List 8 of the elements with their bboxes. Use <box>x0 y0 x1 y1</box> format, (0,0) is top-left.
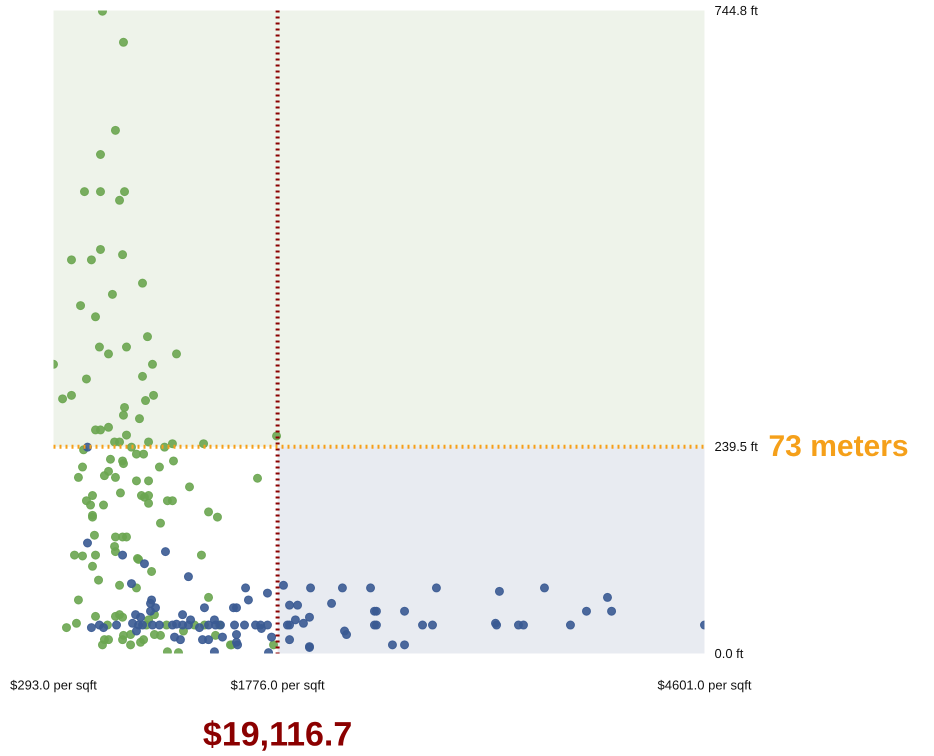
y-tick-label: 744.8 ft <box>714 3 758 18</box>
y-tick-label: 0.0 ft <box>714 646 744 661</box>
y-tick-label: 239.5 ft <box>714 439 758 454</box>
x-tick-label: $1776.0 per sqft <box>230 678 325 692</box>
ref-line-label: 73 meters <box>768 430 909 464</box>
x-tick-label: $4601.0 per sqft <box>658 678 752 692</box>
text: $19,116.7 <box>202 716 352 754</box>
x-tick-label: $293.0 per sqft <box>10 678 98 692</box>
